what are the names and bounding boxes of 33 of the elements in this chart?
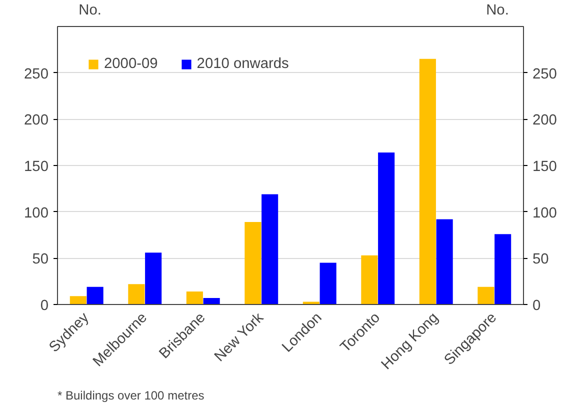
bar	[244, 222, 262, 304]
y-axis-title: No.	[78, 2, 102, 18]
bar	[262, 194, 278, 304]
bar	[70, 296, 86, 304]
bar	[494, 234, 512, 304]
y-tick-label: 200	[24, 112, 49, 129]
bar	[320, 262, 336, 304]
text: * Buildings over 100 metres	[58, 388, 204, 402]
bar	[378, 152, 395, 304]
bar	[145, 252, 162, 304]
bar	[203, 298, 220, 304]
y-tick-label: 0	[40, 298, 49, 314]
y-tick-label: 100	[24, 205, 49, 222]
y2-tick-label: 0	[532, 298, 541, 314]
y2-tick-label: 50	[532, 252, 549, 268]
y2-tick-label: 150	[532, 159, 557, 175]
y2-tick-label: 250	[532, 66, 557, 82]
bar	[86, 286, 104, 304]
y2-tick-label: 100	[532, 205, 557, 222]
y2-axis-title: No.	[486, 2, 509, 18]
legend-label: 2010 onwards	[196, 56, 289, 72]
bar	[361, 255, 378, 304]
legend-label: 2000-09	[104, 56, 158, 72]
bar	[436, 219, 453, 304]
bar	[186, 292, 203, 304]
bar	[128, 284, 145, 304]
bar	[419, 58, 436, 304]
y2-tick-label: 200	[532, 112, 557, 129]
y-tick-label: 50	[32, 252, 49, 268]
bar	[478, 286, 494, 304]
bar	[302, 302, 320, 304]
y-tick-label: 150	[24, 159, 49, 175]
y-tick-label: 250	[24, 66, 49, 82]
